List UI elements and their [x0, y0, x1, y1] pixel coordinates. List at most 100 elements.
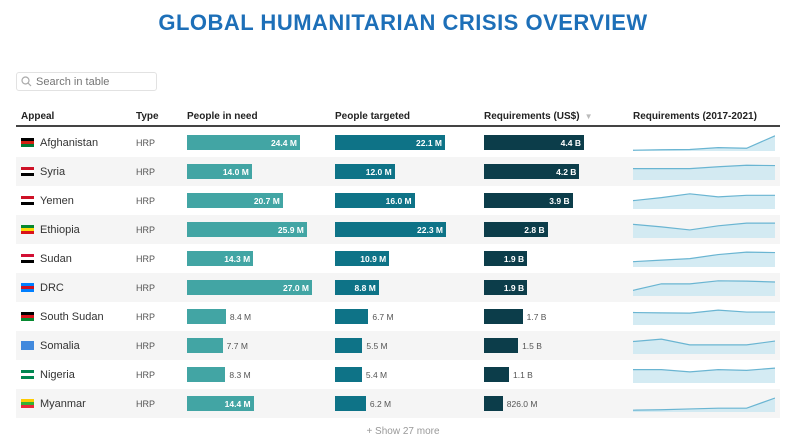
- people-targeted-value: 6.2 M: [369, 398, 392, 409]
- appeal-name[interactable]: Ethiopia: [40, 223, 80, 236]
- need-cell: 8.4 M: [187, 302, 251, 331]
- need-cell: 8.3 M: [187, 360, 251, 389]
- requirements-sparkline: [633, 338, 775, 354]
- col-people-targeted[interactable]: People targeted: [335, 111, 411, 122]
- people-in-need-value: 14.3 M: [224, 253, 251, 264]
- type-cell: HRP: [136, 253, 156, 264]
- appeal-name[interactable]: Sudan: [40, 252, 72, 265]
- people-targeted-bar: 16.0 M: [335, 193, 415, 208]
- targeted-cell: 5.4 M: [335, 360, 387, 389]
- people-in-need-value: 8.3 M: [229, 369, 251, 380]
- type-cell: HRP: [136, 282, 156, 293]
- requirements-value: 826.0 M: [506, 398, 538, 409]
- table-row[interactable]: Sudan HRP 14.3 M 10.9 M 1.9 B: [16, 244, 780, 273]
- search-box[interactable]: [16, 72, 157, 91]
- table-header: Appeal Type People in need People target…: [16, 106, 780, 127]
- trend-cell: [633, 331, 775, 360]
- requirements-value: 1.5 B: [522, 340, 542, 351]
- appeal-cell: South Sudan: [21, 302, 104, 331]
- people-in-need-value: 14.4 M: [224, 398, 251, 409]
- appeal-name[interactable]: Afghanistan: [40, 136, 99, 149]
- requirements-bar: [484, 367, 509, 382]
- requirements-bar: 1.9 B: [484, 280, 528, 295]
- table-row[interactable]: Somalia HRP 7.7 M 5.5 M 1.5 B: [16, 331, 780, 360]
- people-targeted-bar: 22.1 M: [335, 135, 445, 150]
- col-appeal[interactable]: Appeal: [21, 111, 55, 122]
- requirements-value: 3.9 B: [549, 195, 570, 206]
- need-cell: 24.4 M: [187, 128, 300, 157]
- appeal-name[interactable]: Myanmar: [40, 397, 86, 410]
- trend-cell: [633, 186, 775, 215]
- sparkline-line: [633, 280, 775, 291]
- requirements-bar: [484, 396, 503, 411]
- sparkline-line: [633, 338, 775, 346]
- show-more-button[interactable]: + Show 27 more: [366, 426, 440, 437]
- table-row[interactable]: Afghanistan HRP 24.4 M 22.1 M 4.4 B: [16, 128, 780, 157]
- type-cell: HRP: [136, 166, 156, 177]
- requirements-bar: [484, 338, 519, 353]
- need-cell: 14.4 M: [187, 389, 254, 418]
- col-people-in-need[interactable]: People in need: [187, 111, 258, 122]
- sparkline-line: [633, 164, 775, 170]
- flag-icon: [21, 167, 34, 176]
- requirements-bar: [484, 309, 523, 324]
- people-in-need-bar: 14.0 M: [187, 164, 252, 179]
- sparkline-line: [633, 135, 775, 151]
- table-row[interactable]: Myanmar HRP 14.4 M 6.2 M 826.0 M: [16, 389, 780, 418]
- table-row[interactable]: DRC HRP 27.0 M 8.8 M 1.9 B: [16, 273, 780, 302]
- people-in-need-bar: 24.4 M: [187, 135, 300, 150]
- need-cell: 27.0 M: [187, 273, 312, 302]
- page-title: GLOBAL HUMANITARIAN CRISIS OVERVIEW: [158, 10, 648, 35]
- search-input[interactable]: [36, 75, 146, 88]
- requirements-sparkline: [633, 280, 775, 296]
- need-cell: 14.0 M: [187, 157, 252, 186]
- sparkline-line: [633, 397, 775, 411]
- flag-icon: [21, 283, 34, 292]
- sparkline-line: [633, 251, 775, 263]
- table-row[interactable]: South Sudan HRP 8.4 M 6.7 M 1.7 B: [16, 302, 780, 331]
- table-row[interactable]: Ethiopia HRP 25.9 M 22.3 M 2.8 B: [16, 215, 780, 244]
- people-in-need-value: 14.0 M: [222, 166, 249, 177]
- appeal-name[interactable]: Syria: [40, 165, 66, 178]
- people-targeted-value: 6.7 M: [372, 311, 394, 322]
- table-row[interactable]: Nigeria HRP 8.3 M 5.4 M 1.1 B: [16, 360, 780, 389]
- requirements-cell: 4.2 B: [484, 157, 580, 186]
- people-targeted-value: 16.0 M: [385, 195, 412, 206]
- table-row[interactable]: Syria HRP 14.0 M 12.0 M 4.2 B: [16, 157, 780, 186]
- appeal-name[interactable]: Somalia: [40, 339, 80, 352]
- appeal-name[interactable]: DRC: [40, 281, 64, 294]
- appeal-name[interactable]: South Sudan: [40, 310, 104, 323]
- people-targeted-value: 12.0 M: [365, 166, 392, 177]
- col-requirements-trend[interactable]: Requirements (2017-2021): [633, 111, 757, 122]
- targeted-cell: 10.9 M: [335, 244, 390, 273]
- people-targeted-bar: [335, 309, 369, 324]
- sort-desc-icon: ▼: [584, 112, 593, 121]
- requirements-sparkline: [633, 251, 775, 267]
- table-row[interactable]: Yemen HRP 20.7 M 16.0 M 3.9 B: [16, 186, 780, 215]
- people-in-need-value: 20.7 M: [253, 195, 280, 206]
- requirements-sparkline: [633, 309, 775, 325]
- people-targeted-bar: 12.0 M: [335, 164, 395, 179]
- appeal-cell: Sudan: [21, 244, 72, 273]
- people-targeted-value: 22.1 M: [416, 137, 442, 148]
- targeted-cell: 6.7 M: [335, 302, 394, 331]
- requirements-cell: 1.9 B: [484, 273, 528, 302]
- sparkline-area: [633, 310, 775, 325]
- trend-cell: [633, 389, 775, 418]
- appeal-cell: Yemen: [21, 186, 74, 215]
- need-cell: 14.3 M: [187, 244, 254, 273]
- col-type[interactable]: Type: [136, 111, 159, 122]
- people-targeted-bar: 22.3 M: [335, 222, 446, 237]
- need-cell: 25.9 M: [187, 215, 307, 244]
- trend-cell: [633, 302, 775, 331]
- targeted-cell: 6.2 M: [335, 389, 391, 418]
- sparkline-area: [633, 223, 775, 238]
- targeted-cell: 22.3 M: [335, 215, 446, 244]
- type-cell: HRP: [136, 195, 156, 206]
- requirements-cell: 1.1 B: [484, 360, 533, 389]
- requirements-sparkline: [633, 164, 775, 180]
- col-requirements[interactable]: Requirements (US$) ▼: [484, 111, 593, 122]
- appeal-name[interactable]: Nigeria: [40, 368, 75, 381]
- appeal-name[interactable]: Yemen: [40, 194, 74, 207]
- requirements-value: 4.2 B: [556, 166, 577, 177]
